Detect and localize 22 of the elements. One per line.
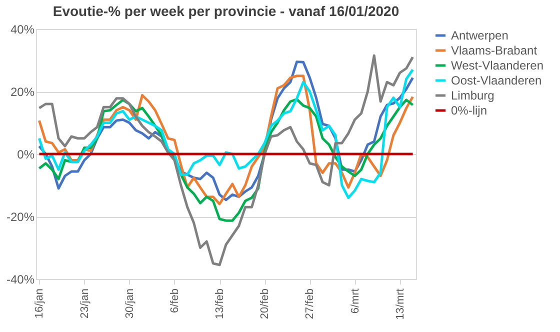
x-tick-label: 23/jan bbox=[78, 288, 91, 318]
x-tick-label: 13/mrt bbox=[394, 288, 406, 320]
x-tick-label: 20/feb bbox=[259, 288, 272, 320]
legend-label: Antwerpen bbox=[451, 28, 508, 42]
y-tick-label: -20% bbox=[6, 210, 35, 224]
x-tick-label: 30/jan bbox=[124, 288, 136, 318]
y-tick-label: 20% bbox=[10, 85, 35, 99]
legend-label: Limburg bbox=[451, 88, 494, 102]
legend-label: West-Vlaanderen bbox=[451, 58, 544, 72]
legend-label: Oost-Vlaanderen bbox=[451, 74, 542, 88]
y-tick-label: 0% bbox=[17, 148, 35, 162]
x-tick-label: 13/feb bbox=[214, 288, 226, 320]
chart-title: Evoutie-% per week per provincie - vanaf 16/01/2020 bbox=[52, 3, 400, 19]
legend-label: Vlaams-Brabant bbox=[451, 44, 538, 58]
legend-label: 0%-lijn bbox=[451, 104, 488, 118]
line-series bbox=[38, 54, 414, 266]
x-tick-label: 6/mrt bbox=[349, 288, 362, 314]
x-tick-label: 6/feb bbox=[168, 288, 181, 313]
x-tick-label: 27/feb bbox=[304, 288, 316, 320]
y-tick-label: -40% bbox=[6, 272, 35, 286]
y-tick-label: 40% bbox=[10, 22, 35, 36]
x-tick-label: 16/jan bbox=[34, 288, 46, 318]
